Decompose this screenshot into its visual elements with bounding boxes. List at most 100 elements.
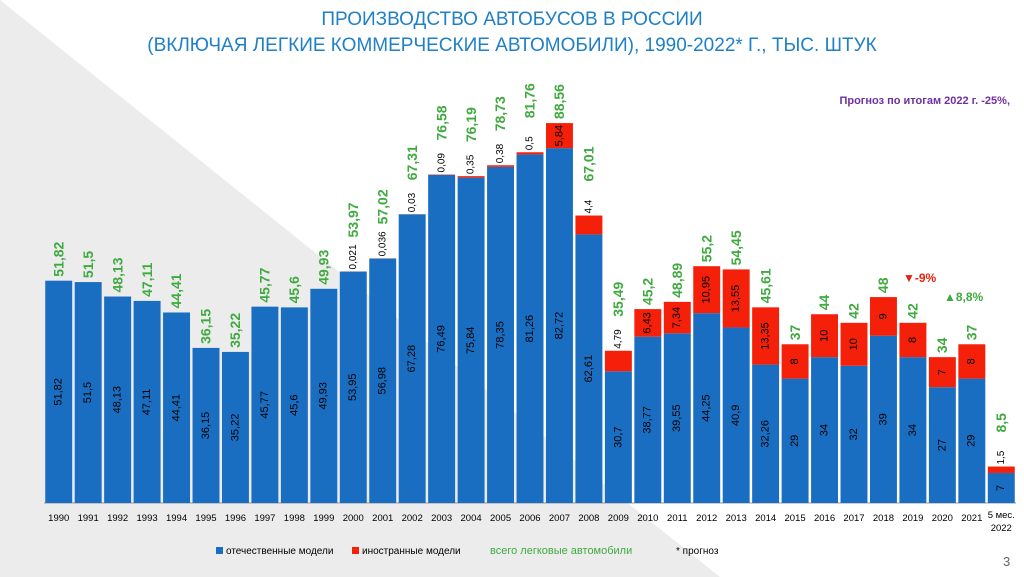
data-label: 82,72 (553, 312, 565, 340)
data-label: 8 (907, 337, 919, 343)
x-tick-label: 1999 (313, 513, 334, 524)
data-label: 10 (848, 338, 860, 350)
x-tick-label: 2002 (402, 513, 423, 524)
data-label: 27 (936, 439, 948, 451)
chart-subtitle: (ВКЛЮЧАЯ ЛЕГКИЕ КОММЕРЧЕСКИЕ АВТОМОБИЛИ)… (147, 35, 876, 56)
x-tick-label: 2014 (755, 513, 776, 524)
data-label: 5,84 (553, 125, 565, 146)
legend-label: отечественные модели (226, 546, 333, 557)
legend-label: всего легковые автомобили (490, 545, 632, 557)
bar-segment (516, 152, 544, 155)
total-label: 42 (846, 303, 862, 319)
data-label: 40,9 (730, 405, 742, 426)
x-tick-label: 2008 (578, 513, 599, 524)
data-label: 8 (966, 358, 978, 364)
total-label: 53,97 (345, 202, 361, 237)
bar-segment (457, 177, 485, 503)
x-tick-label: 1997 (254, 513, 275, 524)
data-label: 36,15 (200, 412, 212, 440)
bar-segment (693, 266, 721, 314)
x-tick-label: 1992 (107, 513, 128, 524)
bar-segment (752, 307, 780, 365)
bar-segment (840, 322, 868, 366)
total-label: 35,49 (610, 281, 626, 316)
total-label: 67,31 (404, 145, 420, 180)
total-label: 49,93 (316, 250, 332, 285)
data-label: 39 (877, 413, 889, 425)
x-tick-label: 2012 (696, 513, 717, 524)
data-label: 1,5 (996, 450, 1007, 464)
x-tick-label: 1994 (166, 513, 187, 524)
data-label: 45,77 (259, 391, 271, 419)
x-tick-label: 2019 (902, 513, 923, 524)
x-tick-label: 2006 (519, 513, 540, 524)
data-label: 29 (789, 435, 801, 447)
bar-segment (722, 327, 750, 503)
total-label: 45,6 (286, 276, 302, 303)
total-label: 81,76 (522, 83, 538, 118)
bar-segment (369, 258, 397, 503)
total-label: 51,82 (50, 241, 66, 276)
total-label: 55,2 (698, 235, 714, 262)
data-label: 29 (966, 435, 978, 447)
legend-label: иностранные модели (362, 546, 461, 557)
data-label: 56,98 (377, 367, 389, 395)
total-label: 51,5 (80, 251, 96, 278)
data-label: 81,26 (524, 315, 536, 343)
x-tick-label: 2007 (549, 513, 570, 524)
bar-segment (310, 288, 338, 503)
data-label: 76,49 (436, 325, 448, 353)
data-label: 51,82 (53, 378, 65, 406)
bar-segment (722, 269, 750, 328)
total-label: 78,73 (492, 96, 508, 131)
bar-segment (958, 378, 986, 503)
data-label: 44,41 (170, 394, 182, 422)
x-tick-label: 2016 (814, 513, 835, 524)
bar-segment (545, 123, 573, 149)
legend-swatch (216, 547, 223, 554)
bar-segment (869, 335, 897, 503)
total-label: 48,89 (669, 263, 685, 298)
bar-segment (752, 364, 780, 503)
total-label: 47,11 (139, 262, 155, 296)
bar-segment (811, 314, 839, 358)
data-label: 4,79 (613, 329, 624, 349)
bar-segment (781, 378, 809, 503)
data-label: 62,61 (583, 355, 595, 383)
data-label: 53,95 (347, 374, 359, 402)
footnote: * прогноз (676, 546, 719, 557)
x-tick-label: 2001 (372, 513, 393, 524)
data-label: 38,77 (642, 406, 654, 434)
total-label: 88,56 (551, 84, 567, 119)
data-label: 30,7 (612, 426, 624, 447)
bar-segment (221, 351, 249, 503)
bar-segment (575, 234, 603, 503)
total-label: 76,58 (433, 105, 449, 140)
bar-segment (899, 322, 927, 358)
data-label: 67,28 (406, 345, 418, 373)
data-label: 32,26 (760, 420, 772, 448)
bar-segment (428, 174, 456, 503)
total-label: 76,19 (463, 107, 479, 142)
data-label: 0,036 (377, 231, 388, 256)
x-tick-label: 2011 (667, 513, 687, 524)
bar-segment (487, 165, 515, 167)
x-tick-label: 1996 (225, 513, 246, 524)
x-tick-label: 2000 (343, 513, 364, 524)
bar-segment (163, 312, 191, 503)
x-tick-label: 1991 (78, 513, 99, 524)
x-tick-label: 2015 (785, 513, 806, 524)
total-label: 48 (875, 277, 891, 293)
total-label: 37 (787, 324, 803, 340)
x-tick-label: 2003 (431, 513, 452, 524)
data-label: 0,021 (348, 244, 359, 269)
annotation: ▼-9% (903, 271, 937, 285)
x-tick-label: 2010 (637, 513, 658, 524)
bar-segment (575, 215, 603, 235)
data-label: 7 (995, 485, 1007, 491)
data-label: 32 (848, 428, 860, 440)
annotation: Прогноз по итогам 2022 г. -25%, (839, 95, 1010, 107)
data-label: 9 (877, 313, 889, 319)
bar-segment (280, 307, 308, 503)
